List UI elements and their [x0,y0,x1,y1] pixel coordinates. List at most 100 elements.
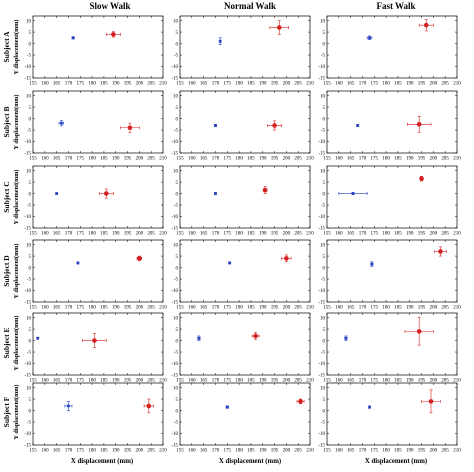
x-tick-label: 175 [371,306,379,311]
y-tick-label: 0 [176,266,179,271]
marker-dot [419,176,424,181]
y-tick-label: -5 [27,129,32,134]
y-tick-label: 5 [323,106,326,111]
data-point-blue [213,192,217,196]
panel-subject-d-fast-walk: -15 -10 -5 0 5 10 155 160 165 170 175 180 185 190 195 2… [318,239,461,311]
marker-dot [423,22,429,28]
x-tick-label: 200 [136,157,144,162]
x-tick-label: 205 [147,82,155,87]
x-tick-label: 175 [77,306,85,311]
x-tick-label: 210 [453,449,461,454]
data-point-red [281,254,292,263]
y-tick-label: -10 [318,362,325,367]
x-tick-label: 170 [65,449,73,454]
x-tick-label: 195 [418,157,426,162]
y-tick-label: -15 [24,374,31,379]
y-axis-label-subject-d: Y displacement(mm) [13,244,20,299]
x-tick-label: 205 [441,449,449,454]
panel-subject-b-normal-walk: -15 -10 -5 0 5 10 155 160 165 170 175 180 185 190 195 2… [171,90,314,162]
x-tick-label: 190 [259,232,267,237]
y-tick-label: 0 [29,42,32,47]
marker-square [356,124,360,127]
x-tick-label: 180 [88,82,96,87]
marker-dot [276,25,282,30]
x-tick-label: 170 [359,232,367,237]
y-tick-label: -15 [171,301,178,306]
x-tick-label: 155 [29,306,37,311]
x-tick-label: 200 [283,306,291,311]
x-tick-label: 170 [65,82,73,87]
y-tick-label: 10 [320,243,326,248]
y-tick-label: -10 [171,289,178,294]
marker-square [76,261,80,265]
x-tick-label: 170 [212,449,220,454]
marker-dot [253,333,258,339]
row-label-subject-a: Subject A [2,31,11,63]
y-tick-label: 0 [29,339,32,344]
marker-square [67,404,70,408]
x-tick-label: 210 [306,449,314,454]
x-tick-label: 160 [335,232,343,237]
x-tick-label: 175 [77,157,85,162]
x-tick-label: 205 [147,306,155,311]
panel-subject-b-slow-walk: -15 -10 -5 0 5 10 155 160 165 170 175 180 185 190 195 2… [24,90,167,162]
panel-frame [326,239,458,303]
y-tick-label: 0 [176,42,179,47]
x-tick-label: 190 [406,449,414,454]
x-tick-label: 195 [271,157,279,162]
x-tick-label: 195 [271,82,279,87]
x-tick-label: 180 [382,449,390,454]
data-point-red [98,188,114,199]
x-tick-label: 165 [53,232,61,237]
x-tick-label: 155 [176,379,184,384]
data-point-blue [218,37,222,46]
y-tick-label: -15 [318,77,325,82]
y-axis-labels: Y displacement(mm) Y displacement(mm) Y … [13,20,20,440]
x-tick-label: 175 [371,379,379,384]
x-tick-label: 195 [124,379,132,384]
x-tick-label: 170 [65,379,73,384]
data-point-blue [55,192,59,196]
x-tick-label: 200 [136,306,144,311]
y-tick-label: 0 [323,266,326,271]
data-point-red [296,398,305,404]
marker-square [370,262,374,266]
data-point-red [262,186,268,194]
x-tick-label: 205 [294,449,302,454]
x-tick-label: 175 [371,449,379,454]
x-tick-label: 210 [159,157,167,162]
x-tick-label: 155 [323,379,331,384]
x-tick-label: 190 [112,379,120,384]
data-point-red [421,389,441,414]
marker-square [197,336,201,340]
x-tick-label: 160 [335,379,343,384]
y-tick-label: 5 [29,398,32,403]
y-tick-label: -15 [318,301,325,306]
x-tick-label: 210 [159,306,167,311]
x-tick-label: 165 [200,449,208,454]
panel-subject-a-normal-walk: -15 -10 -5 0 5 10 155 160 165 170 175 180 185 190 195 2… [171,15,314,87]
x-tick-label: 155 [29,379,37,384]
x-tick-label: 185 [247,449,255,454]
x-tick-label: 170 [212,82,220,87]
x-tick-label: 170 [65,306,73,311]
y-tick-label: 10 [320,94,326,99]
x-tick-label: 205 [441,82,449,87]
x-tick-label: 205 [294,232,302,237]
marker-dot [262,187,268,193]
x-tick-label: 200 [430,232,438,237]
y-tick-label: 0 [29,409,32,414]
marker-dot [298,399,303,404]
x-tick-label: 190 [406,82,414,87]
y-tick-label: 10 [173,94,179,99]
x-tick-label: 170 [65,157,73,162]
column-title-normal-walk: Normal Walk [224,1,276,11]
x-tick-label: 210 [306,379,314,384]
y-tick-label: 5 [176,31,179,36]
y-tick-label: 10 [173,316,179,321]
marker-square [214,192,217,195]
marker-square [344,336,348,340]
